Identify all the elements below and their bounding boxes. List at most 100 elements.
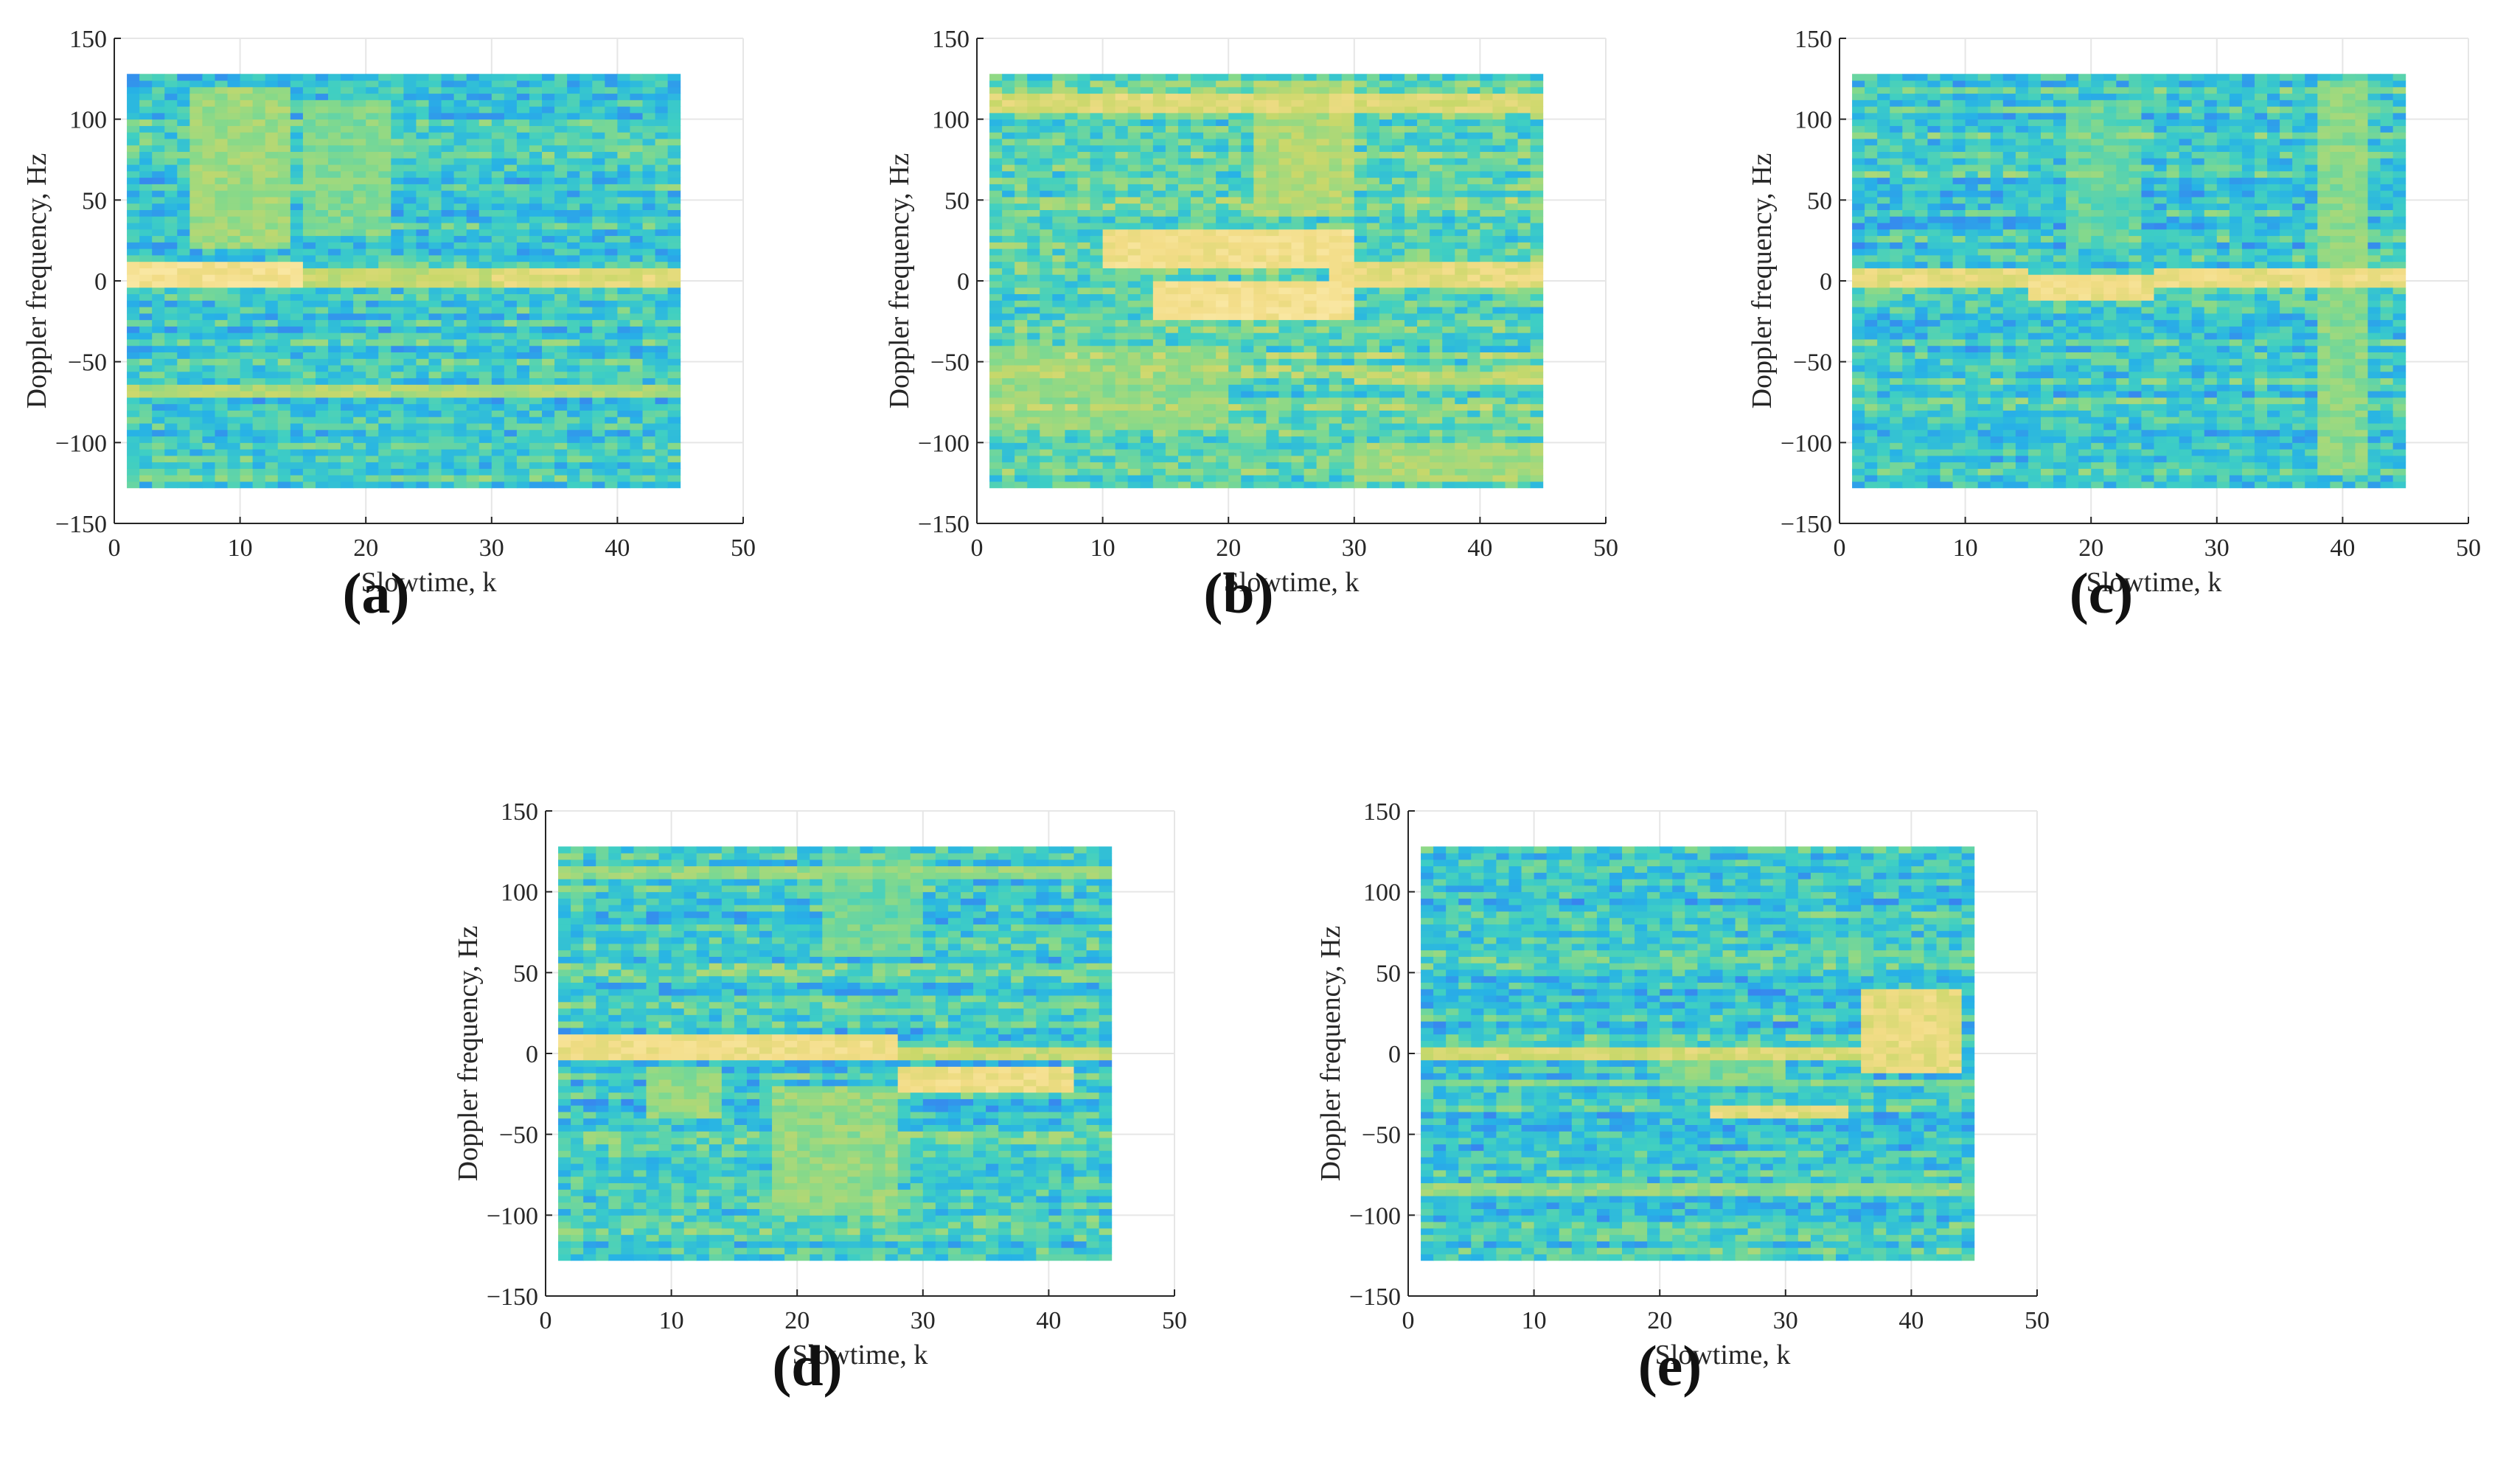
heatmap-cell	[630, 164, 644, 172]
heatmap-cell	[1065, 384, 1078, 391]
heatmap-cell	[366, 461, 379, 469]
heatmap-cell	[152, 164, 165, 172]
heatmap-cell	[1228, 287, 1242, 295]
heatmap-cell	[567, 287, 580, 295]
heatmap-cell	[542, 300, 555, 307]
heatmap-cell	[1152, 209, 1166, 217]
heatmap-cell	[1228, 93, 1242, 100]
heatmap-cell	[1203, 100, 1217, 107]
heatmap-cell	[202, 326, 215, 333]
heatmap-cell	[642, 151, 656, 158]
heatmap-cell	[592, 397, 605, 405]
heatmap-cell	[1165, 106, 1179, 114]
heatmap-cell	[1127, 475, 1141, 482]
heatmap-cell	[1152, 307, 1166, 314]
heatmap-cell	[127, 274, 140, 282]
heatmap-cell	[302, 190, 316, 198]
heatmap-cell	[567, 449, 580, 456]
heatmap-cell	[516, 74, 530, 81]
heatmap-cell	[1278, 93, 1292, 100]
heatmap-cell	[416, 216, 429, 223]
heatmap-cell	[542, 397, 555, 405]
heatmap-cell	[1266, 93, 1279, 100]
heatmap-cell	[1002, 371, 1015, 379]
heatmap-cell	[1341, 203, 1355, 210]
heatmap-cell	[1065, 248, 1078, 256]
heatmap-cell	[1354, 242, 1368, 249]
heatmap-cell	[1366, 138, 1380, 146]
heatmap-cell	[227, 332, 241, 340]
heatmap-cell	[605, 313, 618, 321]
heatmap-cell	[1040, 436, 1053, 443]
heatmap-cell	[189, 119, 203, 126]
heatmap-cell	[478, 196, 493, 204]
heatmap-cell	[655, 293, 669, 301]
heatmap-cell	[366, 481, 379, 489]
heatmap-cell	[1391, 119, 1405, 126]
heatmap-cell	[592, 313, 605, 321]
heatmap-cell	[667, 268, 681, 275]
heatmap-cell	[504, 86, 518, 94]
heatmap-cell	[227, 377, 241, 385]
heatmap-cell	[1379, 151, 1393, 158]
heatmap-cell	[341, 436, 354, 443]
heatmap-cell	[1115, 80, 1129, 88]
heatmap-cell	[1354, 293, 1368, 301]
heatmap-cell	[328, 235, 341, 243]
heatmap-cell	[1127, 138, 1141, 146]
heatmap-cell	[453, 196, 467, 204]
heatmap-cell	[989, 254, 1003, 262]
heatmap-cell	[1077, 158, 1091, 165]
heatmap-cell	[1140, 417, 1154, 424]
heatmap-cell	[428, 307, 442, 314]
heatmap-cell	[1228, 190, 1242, 198]
heatmap-cell	[667, 352, 681, 359]
heatmap-cell	[353, 112, 366, 120]
heatmap-cell	[1241, 151, 1254, 158]
heatmap-cell	[265, 190, 279, 198]
heatmap-cell	[127, 461, 140, 469]
heatmap-cell	[366, 274, 379, 282]
heatmap-cell	[642, 125, 656, 133]
heatmap-cell	[605, 93, 618, 100]
heatmap-cell	[655, 229, 669, 237]
heatmap-cell	[1391, 235, 1405, 243]
heatmap-cell	[1278, 332, 1292, 340]
heatmap-cell	[428, 417, 442, 424]
heatmap-cell	[1177, 352, 1191, 359]
heatmap-cell	[516, 307, 530, 314]
heatmap-cell	[516, 384, 530, 391]
heatmap-cell	[152, 93, 165, 100]
heatmap-cell	[1191, 313, 1204, 321]
heatmap-cell	[1140, 423, 1154, 431]
heatmap-cell	[542, 307, 555, 314]
heatmap-cell	[1102, 358, 1116, 366]
heatmap-cell	[504, 442, 518, 450]
heatmap-cell	[416, 177, 429, 184]
heatmap-cell	[655, 190, 669, 198]
heatmap-cell	[1090, 223, 1104, 230]
heatmap-cell	[542, 170, 555, 178]
heatmap-cell	[152, 475, 165, 482]
heatmap-cell	[315, 455, 329, 463]
heatmap-cell	[605, 248, 618, 256]
heatmap-cell	[453, 106, 467, 114]
heatmap-cell	[215, 417, 229, 424]
heatmap-cell	[341, 80, 354, 88]
heatmap-cell	[516, 138, 530, 146]
heatmap-cell	[315, 158, 329, 165]
heatmap-cell	[1354, 93, 1368, 100]
heatmap-cell	[1341, 397, 1355, 405]
heatmap-cell	[567, 248, 580, 256]
heatmap-cell	[378, 423, 391, 431]
heatmap-cell	[567, 144, 580, 153]
heatmap-cell	[139, 209, 153, 217]
heatmap-cell	[516, 338, 530, 346]
heatmap-cell	[428, 196, 442, 204]
heatmap-cell	[1253, 319, 1267, 327]
heatmap-cell	[1216, 377, 1229, 385]
heatmap-cell	[240, 319, 254, 327]
heatmap-cell	[252, 281, 266, 288]
heatmap-cell	[366, 403, 379, 411]
heatmap-cell	[391, 196, 404, 204]
